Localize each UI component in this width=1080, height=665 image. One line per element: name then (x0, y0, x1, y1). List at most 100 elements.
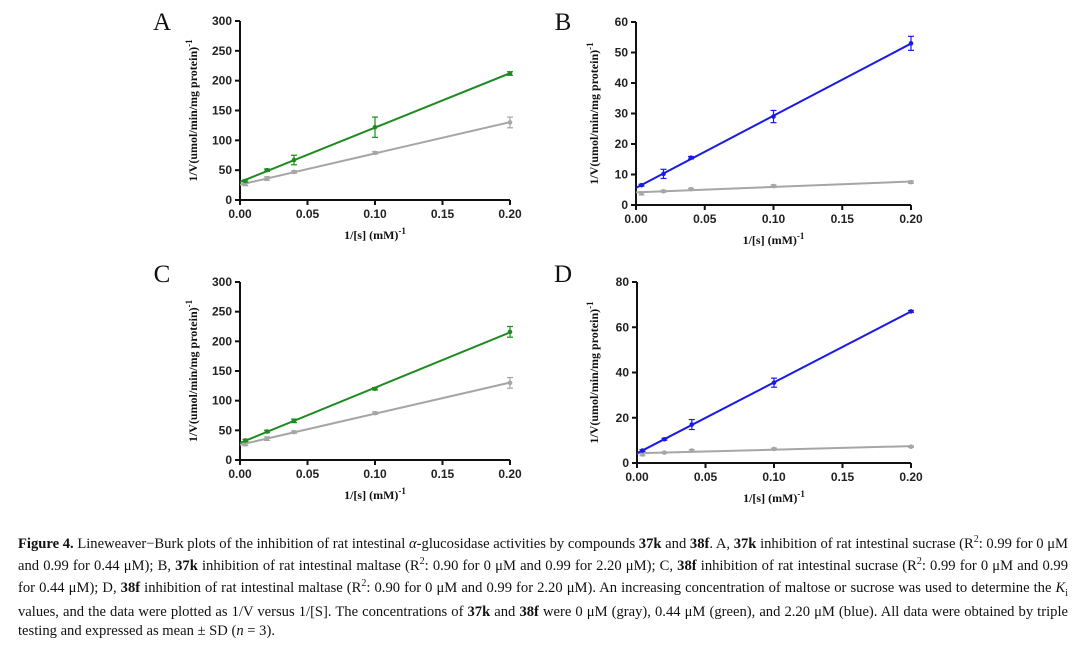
data-point (640, 448, 645, 453)
y-axis-label: 1/V(umol/min/mg protein)-1 (585, 301, 601, 444)
caption-segment: = 3). (243, 622, 275, 639)
caption-segment: i (1065, 588, 1068, 600)
caption-segment: 2 (973, 534, 979, 545)
caption-segment: 2 (916, 556, 922, 568)
data-point (689, 422, 695, 427)
y-axis-label-text: 1/V(umol/min/mg protein) (186, 47, 200, 182)
y-axis-label-sup: -1 (585, 301, 595, 309)
x-axis-label-sup: -1 (398, 226, 406, 236)
caption-segment: 37k (638, 535, 662, 552)
y-tick-label: 250 (212, 305, 232, 319)
x-tick-label: 0.00 (625, 470, 649, 484)
y-axis-label-text: 1/V(umol/min/mg protein) (587, 50, 601, 185)
y-tick-label: 300 (212, 275, 232, 289)
data-point (372, 386, 378, 392)
y-axis-label: 1/V(umol/min/mg protein)-1 (585, 42, 601, 185)
caption-segment: 37k (733, 535, 757, 552)
caption-segment: 37k (175, 558, 198, 575)
chart-panel-a: A 0.00 0.05 0.10 0.15 0.20 0 50 100 150 200 250 300 1… (153, 9, 522, 242)
x-tick-label: 0.05 (296, 467, 320, 481)
data-point (640, 452, 645, 457)
data-point (662, 450, 667, 455)
data-point (661, 171, 666, 177)
y-axis-label: 1/V(umol/min/mg protein)-1 (184, 299, 200, 442)
y-tick-label: 0 (225, 193, 232, 207)
data-point (639, 191, 644, 196)
caption-segment: 38f (689, 535, 710, 552)
y-tick-label: 200 (212, 74, 232, 88)
data-point (771, 114, 776, 119)
y-tick-label: 0 (225, 453, 232, 467)
caption-segment: inhibition of rat intestinal maltase (R (197, 558, 420, 575)
y-tick-label: 250 (212, 44, 232, 58)
y-axis-label-text: 1/V(umol/min/mg protein) (186, 307, 200, 442)
caption-segment: 38f (519, 604, 539, 621)
caption-segment: K (1055, 580, 1066, 597)
data-point (908, 444, 914, 450)
x-tick-label: 0.15 (431, 467, 455, 481)
data-point (372, 124, 378, 130)
x-tick-label: 0.20 (899, 470, 923, 484)
y-tick-label: 10 (615, 168, 629, 182)
caption-segment: Figure 4. (18, 535, 74, 552)
x-tick-label: 0.00 (228, 207, 252, 221)
y-tick-label: 80 (616, 275, 630, 289)
x-tick-label: 0.05 (693, 212, 717, 226)
chart-panel-c: C 0.00 0.05 0.10 0.15 0.20 0 50 100 150 200 250 300 1… (154, 261, 522, 502)
y-tick-label: 200 (212, 334, 232, 348)
data-point (264, 429, 270, 434)
chart-panel-b: B 0.00 0.05 0.10 0.15 0.20 0 10 20 30 40 50 60 1/[s] … (555, 9, 923, 247)
data-point (372, 150, 378, 156)
caption-segment: : 0.99 for 0 μM and 0.99 for 0.44 μM); B… (18, 535, 1068, 575)
y-axis-label-sup: -1 (585, 42, 595, 50)
data-point (291, 169, 297, 175)
caption-segment: inhibition of rat intestinal sucrase (R (696, 558, 917, 575)
y-tick-label: 50 (219, 163, 233, 177)
y-axis-label-sup: -1 (184, 39, 194, 47)
x-tick-label: 0.10 (762, 212, 786, 226)
x-tick-label: 0.10 (762, 470, 786, 484)
data-point (771, 446, 777, 452)
data-point (372, 410, 378, 416)
x-tick-label: 0.20 (498, 207, 522, 221)
x-axis-label-sup: -1 (398, 486, 406, 496)
data-point (291, 418, 297, 424)
data-point (689, 448, 695, 453)
y-tick-label: 60 (615, 15, 629, 29)
panel-letter: C (154, 261, 171, 288)
x-tick-label: 0.05 (296, 207, 320, 221)
caption-segment: were 0 μM (gray), 0.44 μM (green), and 2… (18, 604, 1068, 639)
x-tick-label: 0.00 (624, 212, 648, 226)
y-axis-label-text: 1/V(umol/min/mg protein) (587, 309, 601, 444)
caption-segment: 2 (361, 578, 367, 590)
x-axis-label: 1/[s] (mM)-1 (344, 486, 406, 502)
data-point (264, 176, 270, 181)
y-tick-label: 50 (615, 46, 629, 60)
data-point (688, 155, 694, 161)
y-tick-label: 30 (615, 107, 629, 121)
x-axis-label-sup: -1 (797, 489, 805, 499)
x-tick-label: 0.15 (831, 470, 855, 484)
data-point (661, 188, 666, 194)
data-point (507, 380, 513, 386)
x-axis-label-text: 1/[s] (mM) (344, 228, 398, 242)
caption-segment: . A, (709, 535, 734, 552)
x-tick-label: 0.05 (694, 470, 718, 484)
y-tick-label: 300 (212, 14, 232, 28)
data-point (771, 380, 777, 385)
y-tick-label: 0 (621, 198, 628, 212)
y-tick-label: 100 (212, 394, 232, 408)
data-point (291, 429, 297, 435)
caption-segment: and (490, 604, 520, 621)
x-tick-label: 0.15 (431, 207, 455, 221)
caption-segment: 2 (419, 556, 425, 568)
caption-segment: inhibition of rat intestinal sucrase (R (756, 535, 974, 552)
x-axis-label-text: 1/[s] (mM) (743, 491, 797, 505)
data-point (507, 329, 513, 335)
y-tick-label: 150 (212, 104, 232, 118)
data-point (688, 186, 694, 192)
chart-panel-d: D 0.00 0.05 0.10 0.15 0.20 0 20 40 60 80 1/[s] (mM)… (554, 261, 923, 505)
data-point (507, 71, 513, 76)
caption-segment: 38f (120, 580, 141, 597)
x-tick-label: 0.10 (363, 207, 387, 221)
